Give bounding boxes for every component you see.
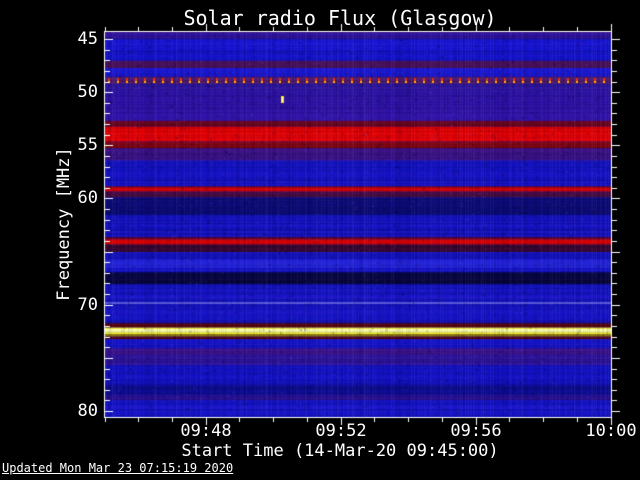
- y-tick-label: 50: [58, 84, 98, 101]
- y-tick-label: 70: [58, 297, 98, 314]
- x-tick-label: 10:00: [585, 423, 636, 440]
- x-tick-label: 09:56: [450, 423, 501, 440]
- chart-title: Solar radio Flux (Glasgow): [183, 6, 496, 30]
- updated-timestamp: Updated Mon Mar 23 07:15:19 2020: [2, 461, 233, 475]
- y-tick-label: 80: [58, 403, 98, 420]
- y-tick-label: 60: [58, 190, 98, 207]
- y-tick-label: 55: [58, 137, 98, 154]
- y-axis-label: Frequency [MHz]: [54, 147, 74, 301]
- x-tick-label: 09:52: [315, 423, 366, 440]
- x-axis-label: Start Time (14-Mar-20 09:45:00): [181, 441, 498, 461]
- y-tick-label: 45: [58, 31, 98, 48]
- spectrogram-page: Solar radio Flux (Glasgow) Frequency [MH…: [0, 0, 640, 480]
- x-tick-label: 09:48: [180, 423, 231, 440]
